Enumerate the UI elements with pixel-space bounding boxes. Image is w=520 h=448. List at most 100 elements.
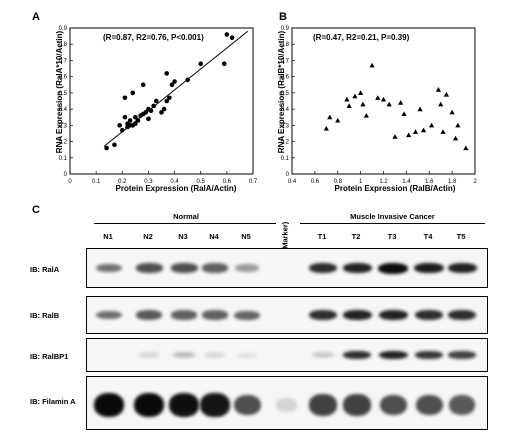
chart-b-y-tick-label: 0.5 bbox=[281, 91, 290, 97]
chart-b-y-tick-label: 0.4 bbox=[281, 107, 290, 113]
blot-band bbox=[447, 262, 477, 274]
group-bracket-cancer bbox=[300, 223, 485, 224]
chart-b-data-point bbox=[452, 135, 459, 141]
group-label-cancer: Muscle Invasive Cancer bbox=[350, 212, 435, 221]
chart-a-data-point bbox=[164, 98, 170, 104]
chart-a-data-point bbox=[119, 127, 125, 133]
chart-a-data-point bbox=[229, 35, 235, 41]
blot-strip-ralb bbox=[86, 296, 488, 334]
chart-a-y-tick-label: 0.7 bbox=[59, 58, 68, 64]
blot-band bbox=[308, 309, 338, 321]
chart-a-data-point bbox=[133, 114, 138, 120]
lane-label: N3 bbox=[178, 232, 188, 241]
chart-b-y-tick-label: 0.8 bbox=[281, 42, 290, 48]
panel-label-a: A bbox=[32, 11, 40, 23]
blot-band bbox=[447, 309, 477, 321]
blot-band bbox=[134, 392, 164, 418]
chart-b-data-point bbox=[358, 90, 364, 95]
chart-b-x-tick-label: 1.4 bbox=[402, 179, 411, 185]
blot-band bbox=[342, 309, 372, 321]
chart-b-x-tick-label: 2 bbox=[473, 179, 477, 185]
chart-b-data-point bbox=[435, 87, 441, 92]
chart-a-x-tick-label: 0.3 bbox=[144, 179, 153, 185]
chart-a-title: (R=0.87, R2=0.76, P<0.001) bbox=[103, 33, 204, 42]
lane-label: N2 bbox=[143, 232, 153, 241]
chart-b-data-point bbox=[406, 132, 412, 138]
chart-a-x-tick-label: 0.5 bbox=[197, 179, 206, 185]
blot-band bbox=[135, 263, 163, 273]
chart-b-data-point bbox=[360, 101, 366, 107]
chart-b-data-point bbox=[420, 127, 427, 133]
panel-label-c: C bbox=[32, 204, 40, 216]
chart-a-data-point bbox=[198, 61, 204, 66]
blot-strip-rala bbox=[86, 248, 488, 288]
chart-a-data-point bbox=[135, 118, 141, 123]
chart-b-y-tick-label: 0.6 bbox=[281, 75, 290, 81]
group-label-normal: Normal bbox=[173, 212, 199, 221]
chart-b-data-point bbox=[412, 129, 419, 134]
blot-band bbox=[415, 351, 443, 359]
blot-band bbox=[201, 263, 229, 273]
blot-band bbox=[96, 263, 122, 273]
blot-band bbox=[342, 262, 372, 274]
chart-a-data-point bbox=[153, 98, 159, 104]
lane-label: T2 bbox=[351, 232, 361, 241]
chart-a-y-tick-label: 0.3 bbox=[59, 123, 68, 129]
lane-label: T1 bbox=[317, 232, 327, 241]
chart-a-data-point bbox=[148, 108, 154, 114]
chart-a-data-point bbox=[151, 103, 156, 109]
chart-b-data-point bbox=[463, 145, 469, 151]
blot-band bbox=[235, 264, 259, 272]
chart-b-x-tick-label: 1.6 bbox=[425, 179, 434, 185]
blot-row-label-ralbp1: IB: RalBP1 bbox=[30, 352, 69, 361]
lane-label: N4 bbox=[209, 232, 219, 241]
chart-b-y-tick-label: 0.2 bbox=[281, 140, 290, 146]
chart-a-plot-frame bbox=[69, 27, 254, 175]
chart-b-x-tick-label: 0.8 bbox=[334, 179, 343, 185]
chart-a-data-point bbox=[164, 71, 170, 76]
chart-b-data-point bbox=[323, 125, 329, 131]
blot-band bbox=[200, 393, 230, 417]
blot-band bbox=[414, 262, 444, 274]
blot-band bbox=[309, 394, 337, 416]
scatter-chart-rala: 0 0.1 0.2 0.3 0.4 0.5 0.6 0.7 0 0.1 0.2 0.3 0.4 0.5 0.… bbox=[55, 26, 258, 193]
chart-b-data-point bbox=[363, 113, 369, 118]
blot-band bbox=[379, 394, 407, 416]
chart-b-data-point bbox=[438, 101, 444, 107]
chart-a-ylabel: RNA Expression (RalA*10/Actin) bbox=[55, 30, 64, 153]
lane-label: N1 bbox=[103, 232, 113, 241]
chart-b-x-tick-label: 1.2 bbox=[379, 179, 388, 185]
chart-b-y-tick-label: 0.1 bbox=[281, 156, 290, 162]
blot-band bbox=[343, 394, 371, 416]
chart-b-x-tick-label: 1.8 bbox=[448, 179, 457, 185]
chart-b-data-point bbox=[346, 103, 352, 108]
blot-strip-ralbp1 bbox=[86, 338, 488, 372]
blot-band bbox=[94, 392, 124, 418]
chart-a-y-tick-label: 0.6 bbox=[59, 75, 68, 81]
chart-a-data-point bbox=[117, 123, 122, 128]
chart-a-x-tick-label: 0 bbox=[68, 179, 72, 185]
chart-a-data-point bbox=[161, 106, 167, 112]
scatter-chart-ralb: 0.4 0.6 0.8 1 1.2 1.4 1.6 1.8 2 0 0.1 0.2 0.3 0.4 0.5 0… bbox=[277, 26, 477, 193]
group-bracket-normal bbox=[94, 223, 276, 224]
chart-b-x-tick-label: 0.4 bbox=[288, 179, 297, 185]
chart-a-data-point bbox=[172, 79, 177, 84]
chart-b-y-tick-label: 0 bbox=[286, 172, 290, 178]
blot-band bbox=[308, 262, 338, 274]
chart-a-y-tick-label: 0.5 bbox=[59, 91, 68, 97]
blot-band bbox=[378, 262, 408, 274]
chart-a-data-point bbox=[224, 32, 230, 37]
blot-band bbox=[204, 352, 226, 358]
blot-band bbox=[170, 263, 198, 273]
chart-a-x-tick-label: 0.1 bbox=[92, 179, 101, 185]
lane-label: T4 bbox=[423, 232, 433, 241]
blot-band bbox=[378, 350, 408, 360]
blot-band bbox=[312, 352, 334, 358]
chart-a-x-tick-label: 0.7 bbox=[249, 179, 258, 185]
chart-a-data-point bbox=[185, 77, 190, 83]
blot-band bbox=[236, 352, 258, 358]
blot-band bbox=[135, 310, 163, 320]
chart-b-data-point bbox=[335, 117, 341, 123]
chart-a-x-tick-label: 0.6 bbox=[223, 179, 232, 185]
chart-a-y-tick-label: 0 bbox=[64, 172, 68, 178]
